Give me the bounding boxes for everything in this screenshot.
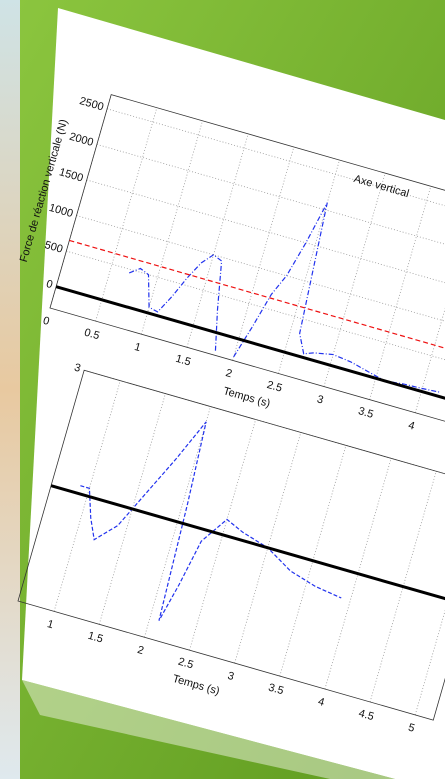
x-tick-label: 3.5 xyxy=(357,405,375,421)
x-tick-label: 3 xyxy=(316,393,325,406)
x-tick-label: 1.5 xyxy=(174,353,192,369)
x-tick-label: 2.5 xyxy=(265,379,283,395)
series-line xyxy=(55,285,445,420)
x-tick-label: 2 xyxy=(224,367,233,380)
grid-line xyxy=(76,215,445,347)
photo-strip xyxy=(0,0,20,779)
series-group xyxy=(50,421,445,621)
series-line xyxy=(50,484,445,607)
grid-line xyxy=(66,250,445,383)
plot-frame xyxy=(17,369,445,721)
x-tick-label: 4 xyxy=(407,419,416,432)
y-tick-label: 500 xyxy=(43,239,64,256)
x-tick-label: 4.5 xyxy=(357,707,375,723)
x-tick-label: 4 xyxy=(317,696,326,709)
x-tick-label: 3 xyxy=(226,670,235,683)
x-tick-label: 1 xyxy=(46,618,55,631)
grid-line xyxy=(414,484,445,716)
plot-frame xyxy=(49,94,445,440)
x-tick-label: 2.5 xyxy=(177,656,195,672)
y-tick-label: 0 xyxy=(45,278,54,291)
series-line xyxy=(80,421,342,621)
grid-line xyxy=(369,186,432,400)
x-tick-label: 5 xyxy=(407,722,416,735)
grid-line xyxy=(86,179,445,312)
series-group xyxy=(55,202,445,420)
y-tick-label: 3 xyxy=(73,362,82,375)
x-tick-label: 0 xyxy=(42,315,51,328)
paper xyxy=(22,8,445,779)
paper-shadow xyxy=(22,680,395,779)
grid-line xyxy=(107,108,445,241)
x-tick-label: 1.5 xyxy=(86,630,104,646)
x-tick-label: 0.5 xyxy=(83,327,101,343)
grid-line xyxy=(232,146,295,361)
x-tick-label: 1 xyxy=(133,341,142,354)
x-tick-label: 2 xyxy=(136,644,145,657)
x-tick-label: 3.5 xyxy=(267,682,285,698)
